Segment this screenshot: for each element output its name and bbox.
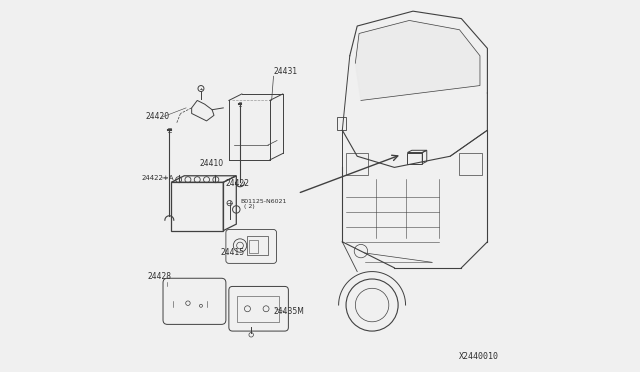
Text: ( 2): ( 2) — [244, 204, 255, 209]
Text: 24428: 24428 — [147, 272, 171, 281]
Text: 24410: 24410 — [199, 158, 223, 167]
Text: 24431: 24431 — [273, 67, 298, 76]
Bar — [250, 240, 257, 253]
Text: 24422: 24422 — [226, 179, 250, 188]
Text: X2440010: X2440010 — [458, 352, 499, 361]
Bar — [346, 153, 369, 175]
Polygon shape — [355, 20, 480, 100]
Bar — [248, 236, 268, 255]
Text: 24415: 24415 — [220, 248, 244, 257]
Bar — [237, 296, 279, 322]
Bar — [460, 153, 482, 175]
Text: B01125-N6021: B01125-N6021 — [240, 199, 286, 204]
Bar — [337, 117, 346, 130]
Text: 24422+A: 24422+A — [141, 176, 174, 182]
Text: 24435M: 24435M — [273, 307, 305, 316]
Text: 24420: 24420 — [146, 112, 170, 121]
